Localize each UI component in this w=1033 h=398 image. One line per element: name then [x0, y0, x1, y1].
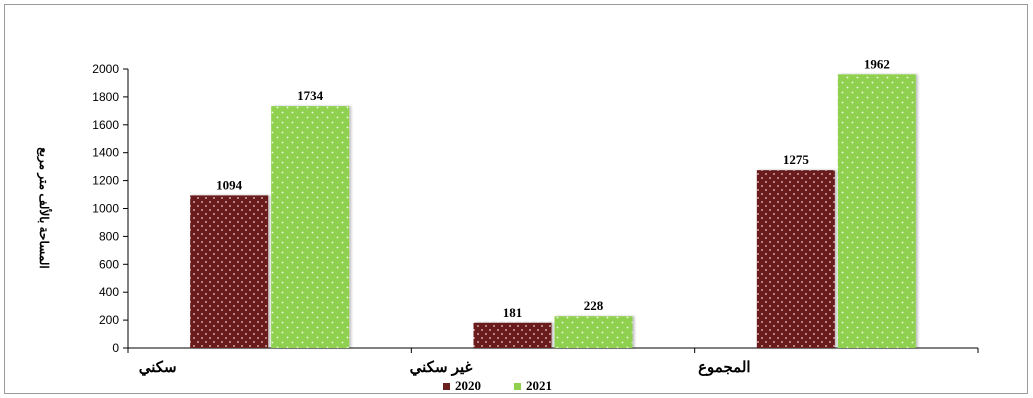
data-label-2020-1: 1094: [216, 177, 243, 192]
bar-2021-2: [554, 316, 633, 348]
legend: 2020 2021: [443, 378, 552, 393]
y-tick-label: 1600: [92, 118, 119, 132]
y-tick-label: 0: [112, 341, 119, 355]
y-tick-label: 600: [99, 257, 119, 271]
legend-label-2021: 2021: [526, 378, 552, 393]
data-label-2020-3: 1275: [783, 152, 810, 167]
bar-2020-3: [756, 170, 835, 348]
y-tick-label: 200: [99, 313, 119, 327]
bar-2020-2: [473, 322, 552, 348]
bar-2021-3: [837, 74, 916, 349]
bars: [190, 74, 916, 349]
category-label-3: المجموع: [698, 359, 750, 376]
y-tick-label: 800: [99, 229, 119, 243]
y-tick-label: 1200: [92, 174, 119, 188]
y-tick-label: 400: [99, 285, 119, 299]
bar-2020-1: [190, 195, 269, 348]
legend-swatch-2020: [443, 383, 450, 390]
category-label-1: سكني: [139, 359, 177, 377]
y-axis-label: المساحة بالألف متر مربع: [36, 147, 52, 269]
category-labels: سكني غير سكني المجموع: [139, 359, 751, 377]
y-tick-label: 2000: [92, 62, 119, 76]
y-axis: 0 200 400 600 800 1000 1200 1400 1600 1800 2000: [92, 62, 129, 355]
bar-2021-1: [271, 106, 350, 349]
legend-label-2020: 2020: [455, 378, 481, 393]
y-tick-label: 1400: [92, 146, 119, 160]
x-axis: [127, 347, 979, 353]
legend-swatch-2021: [514, 383, 521, 390]
y-tick-label: 1000: [92, 202, 119, 216]
data-label-2020-2: 181: [503, 305, 523, 320]
data-label-2021-2: 228: [584, 298, 604, 313]
y-tick-label: 1800: [92, 90, 119, 104]
data-label-2021-3: 1962: [864, 56, 890, 71]
data-labels: 1094 1734 181 228 1275 1962: [216, 56, 890, 319]
data-label-2021-1: 1734: [297, 88, 324, 103]
category-label-2: غير سكني: [410, 359, 473, 377]
